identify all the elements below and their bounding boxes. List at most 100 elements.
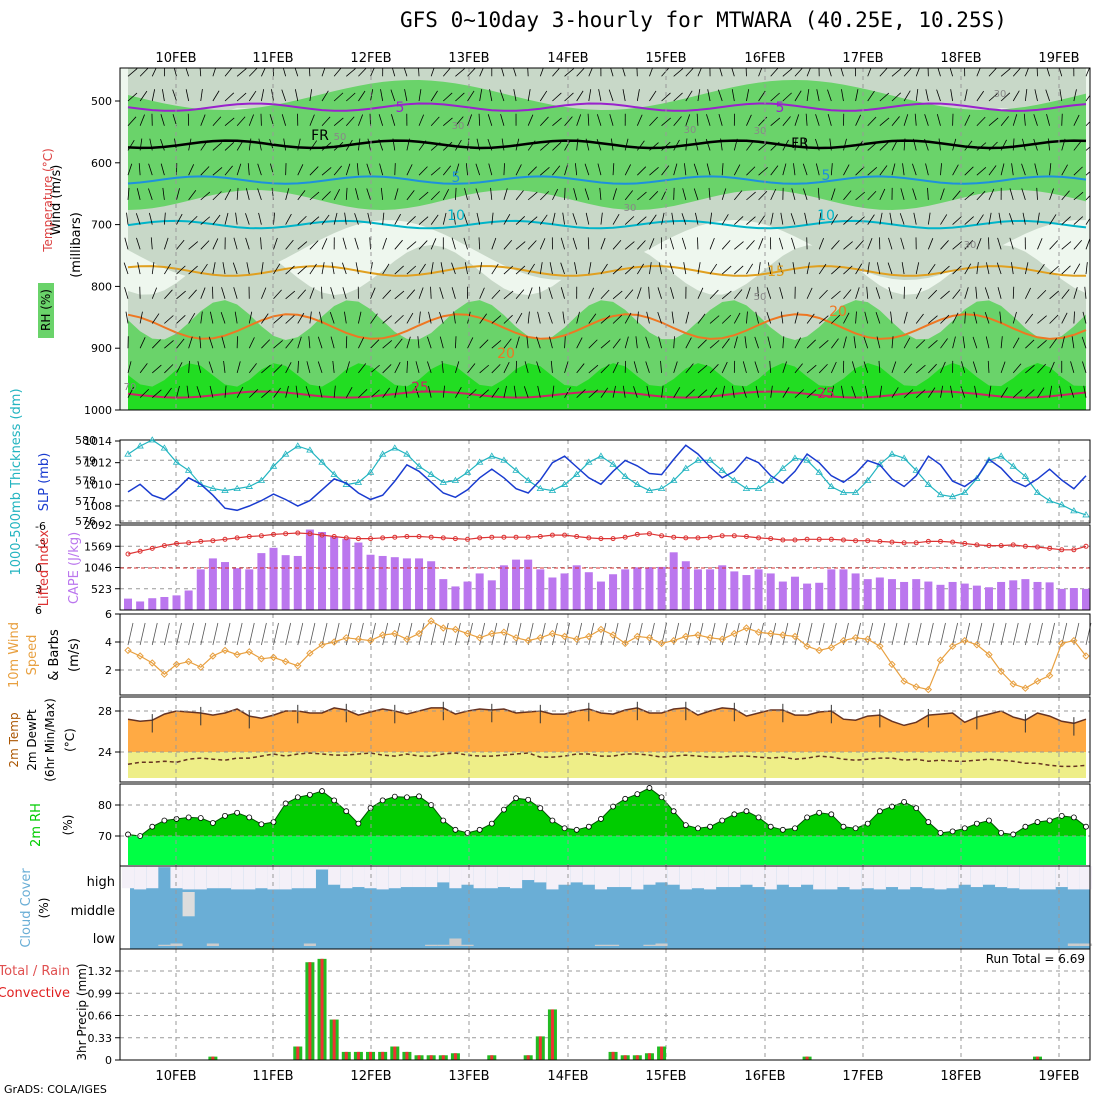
cloud-unit-label: (%) bbox=[37, 898, 51, 919]
date-label-top: 12FEB bbox=[350, 51, 391, 66]
thickness-point bbox=[803, 456, 811, 463]
wind-speed-point bbox=[997, 667, 1005, 676]
cape-bar bbox=[305, 529, 314, 610]
rh-point bbox=[1046, 817, 1053, 824]
wind-barb bbox=[1012, 286, 1015, 299]
wind-barb bbox=[709, 212, 713, 225]
rh-point bbox=[222, 812, 228, 819]
lifted-index-point bbox=[974, 542, 980, 548]
lifted-index-point bbox=[428, 534, 434, 540]
wind-barb bbox=[491, 289, 501, 300]
wind-barb bbox=[742, 386, 747, 398]
wind-barb bbox=[176, 362, 183, 374]
wind-barb bbox=[622, 68, 626, 77]
lifted-index-point bbox=[865, 538, 871, 544]
wind-barb bbox=[394, 314, 404, 324]
wind-barb bbox=[345, 139, 353, 151]
wind-barb bbox=[913, 212, 917, 225]
rh-point bbox=[161, 817, 168, 824]
wind-barb bbox=[523, 386, 529, 398]
wind-barb bbox=[321, 90, 329, 102]
wind-speed-point bbox=[160, 670, 169, 678]
rh-point bbox=[792, 825, 798, 832]
wind-barb bbox=[527, 263, 535, 275]
run-total-label: Run Total = 6.69 bbox=[986, 952, 1085, 966]
cape-bar bbox=[633, 567, 642, 610]
wind-barb bbox=[172, 114, 177, 126]
contour-label: 5 bbox=[396, 100, 405, 116]
rh-band-upper bbox=[128, 68, 1086, 132]
wind-barb bbox=[636, 114, 643, 126]
rh-unit-label: (%) bbox=[61, 815, 75, 836]
wind-axis-label: Wind (m/s) bbox=[49, 165, 64, 236]
wind-barb bbox=[185, 89, 190, 102]
rh-point bbox=[1083, 823, 1089, 830]
wind-barb bbox=[358, 363, 367, 374]
wind-barb bbox=[536, 361, 541, 374]
wind-barb bbox=[1073, 239, 1083, 250]
wind-barb bbox=[285, 314, 295, 324]
wind-barb bbox=[391, 114, 396, 126]
wind-barb bbox=[463, 237, 468, 250]
date-label-bottom: 10FEB bbox=[155, 1069, 196, 1084]
cloud-low-bar bbox=[607, 944, 620, 946]
wind-barb bbox=[855, 240, 864, 250]
wind-barb bbox=[915, 389, 926, 398]
wind-barb bbox=[770, 212, 774, 225]
wind-barb bbox=[464, 188, 468, 200]
wind-barb bbox=[564, 336, 566, 349]
wind-barb bbox=[867, 68, 872, 77]
rh-point bbox=[525, 796, 532, 803]
cloud-clear-bar bbox=[546, 866, 559, 890]
wind-speed-point bbox=[330, 638, 338, 646]
wind-barb bbox=[282, 68, 287, 77]
surface-wind-barb bbox=[758, 622, 764, 646]
wind-barb bbox=[903, 337, 911, 349]
wind-speed-line bbox=[127, 620, 1087, 691]
thickness-point bbox=[936, 490, 945, 498]
wind-barb bbox=[281, 89, 287, 102]
surface-wind-barb bbox=[600, 622, 607, 646]
rh-point bbox=[913, 805, 920, 811]
precip-convective-bar bbox=[453, 1053, 457, 1060]
cloud-level-label: low bbox=[93, 932, 116, 947]
wind-barb bbox=[1083, 385, 1087, 398]
wind-barb bbox=[612, 338, 621, 349]
wind-barb bbox=[1085, 195, 1090, 201]
rh-legend bbox=[38, 283, 54, 338]
wind-barb bbox=[439, 287, 444, 299]
surface-wind-barb bbox=[976, 622, 983, 646]
wind-barb bbox=[333, 141, 344, 151]
rh-point bbox=[501, 806, 507, 813]
precip-convective-bar bbox=[611, 1051, 615, 1060]
wind-barb bbox=[342, 237, 347, 250]
wind-barb bbox=[148, 212, 153, 225]
temperature-contour bbox=[127, 175, 1087, 185]
cloud-low-bar bbox=[643, 944, 656, 946]
thickness-point bbox=[560, 480, 569, 487]
wind-barb bbox=[1049, 188, 1054, 201]
wind-barb bbox=[996, 262, 1002, 275]
wind-barb bbox=[236, 361, 241, 374]
cape-bar bbox=[754, 569, 763, 610]
lifted-tick-label: 6 bbox=[35, 604, 42, 617]
wind-barb bbox=[208, 336, 214, 349]
cloud-clear-bar bbox=[667, 866, 680, 885]
wind-barb bbox=[1082, 361, 1087, 374]
wind-barb bbox=[843, 241, 853, 250]
wind-barb bbox=[392, 138, 396, 151]
wind-barb bbox=[879, 188, 886, 201]
wind-barb bbox=[695, 212, 699, 225]
wind-barb bbox=[754, 361, 759, 374]
cloud-clear-bar bbox=[267, 866, 280, 890]
thickness-point bbox=[330, 470, 338, 477]
rh-point bbox=[416, 793, 422, 800]
thickness-point bbox=[864, 476, 872, 483]
cloud-clear-bar bbox=[1031, 866, 1044, 890]
wind-speed-point bbox=[912, 683, 920, 691]
surface-wind-barb bbox=[709, 622, 716, 646]
wind-barb bbox=[236, 163, 242, 176]
wind-barb bbox=[297, 138, 301, 151]
wind-barb bbox=[1012, 311, 1017, 324]
rh-point bbox=[852, 825, 859, 832]
